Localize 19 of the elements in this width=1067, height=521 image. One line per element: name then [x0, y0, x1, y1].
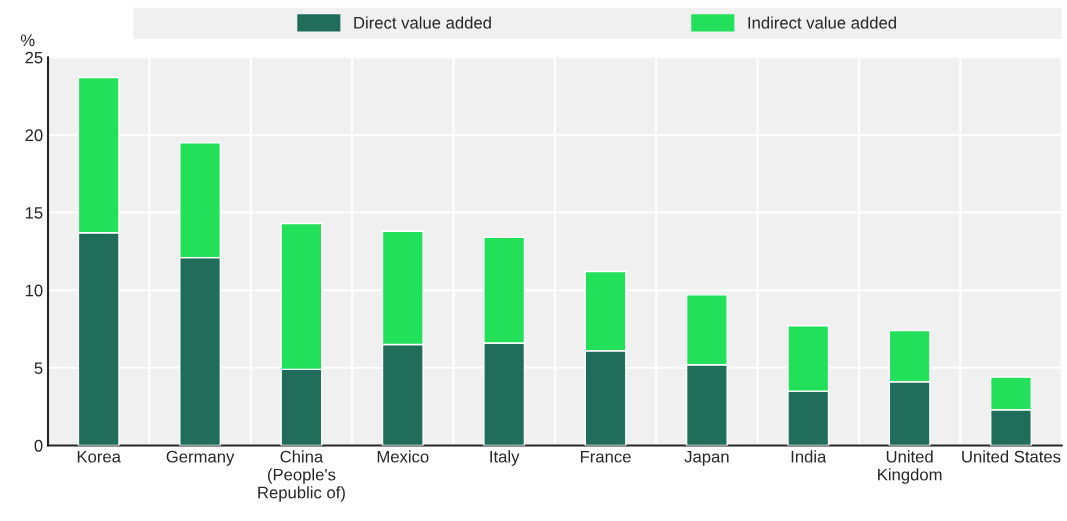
- x-tick-label: Italy: [490, 450, 520, 466]
- y-tick-label: 20: [25, 129, 43, 142]
- y-tick-label: 5: [34, 362, 43, 375]
- y-tick-label: 25: [25, 51, 43, 64]
- y-axis-title: %: [20, 34, 35, 47]
- x-tick-label: Korea: [77, 450, 121, 463]
- y-tick-label: 10: [25, 284, 43, 297]
- y-tick-label: 15: [25, 207, 43, 219]
- x-tick-label: India: [791, 450, 827, 463]
- x-tick-label: China (People's Republic of): [258, 450, 345, 502]
- x-tick-label: Japan: [684, 450, 729, 466]
- x-tick-label: United Kingdom: [878, 450, 942, 484]
- legend-label: Indirect value added: [748, 16, 896, 29]
- x-tick-label: Germany: [166, 450, 235, 466]
- x-tick-label: Mexico: [377, 450, 429, 463]
- y-tick-label: 0: [34, 439, 43, 452]
- x-tick-label: United States: [962, 450, 1061, 463]
- x-tick-label: France: [580, 450, 631, 463]
- legend-label: Direct value added: [354, 16, 491, 29]
